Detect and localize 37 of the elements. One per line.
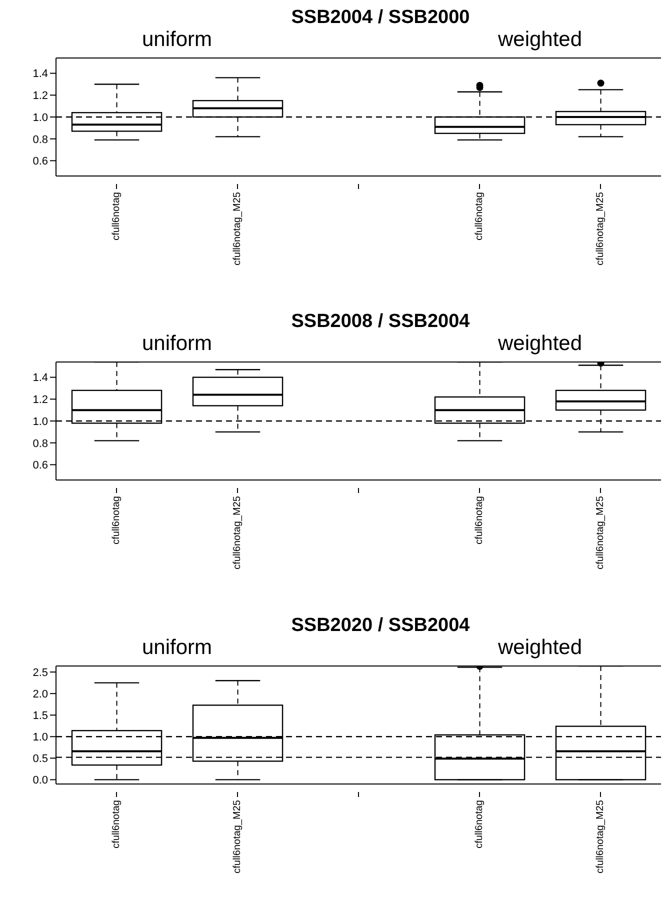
x-tick-label: cfull6notag (111, 496, 122, 544)
y-tick-label: 1.4 (32, 372, 48, 384)
text: uniform (140, 28, 214, 52)
y-tick-label: 0.6 (32, 460, 48, 472)
y-tick-label: 0.6 (32, 156, 48, 168)
y-tick-label: 1.0 (32, 416, 48, 428)
x-tick-label: cfull6notag (111, 800, 122, 848)
x-tick-label: cfull6notag_M25 (595, 800, 606, 874)
y-tick-label: 1.0 (32, 112, 48, 124)
x-tick-label: cfull6notag (111, 192, 122, 240)
text: uniform (140, 332, 214, 356)
x-tick-label: cfull6notag_M25 (595, 192, 606, 266)
x-tick-label: cfull6notag_M25 (232, 496, 243, 570)
text: weighted (496, 332, 584, 356)
x-tick-label: cfull6notag_M25 (232, 800, 243, 874)
y-tick-label: 2.0 (32, 688, 48, 700)
text: weighted (496, 28, 584, 52)
x-tick-label: cfull6notag_M25 (595, 496, 606, 570)
chart-title: SSB2004 / SSB2000 (290, 7, 471, 28)
text: uniform (140, 636, 214, 660)
chart-title: SSB2008 / SSB2004 (290, 311, 471, 332)
text: weighted (496, 636, 584, 660)
y-tick-label: 0.0 (32, 774, 48, 787)
y-tick-label: 2.5 (32, 666, 48, 679)
y-tick-label: 0.5 (32, 753, 48, 766)
x-tick-label: cfull6notag (474, 800, 485, 848)
y-tick-label: 1.2 (32, 90, 48, 102)
y-tick-label: 0.8 (32, 438, 48, 450)
y-tick-label: 1.5 (32, 710, 48, 722)
y-tick-label: 1.2 (32, 394, 48, 406)
x-tick-label: cfull6notag (474, 496, 485, 544)
y-tick-label: 1.0 (32, 732, 48, 744)
chart-title: SSB2020 / SSB2004 (290, 615, 471, 636)
x-tick-label: cfull6notag (474, 192, 485, 240)
y-tick-label: 1.4 (32, 68, 48, 80)
x-tick-label: cfull6notag_M25 (232, 192, 243, 266)
y-tick-label: 0.8 (32, 134, 48, 146)
